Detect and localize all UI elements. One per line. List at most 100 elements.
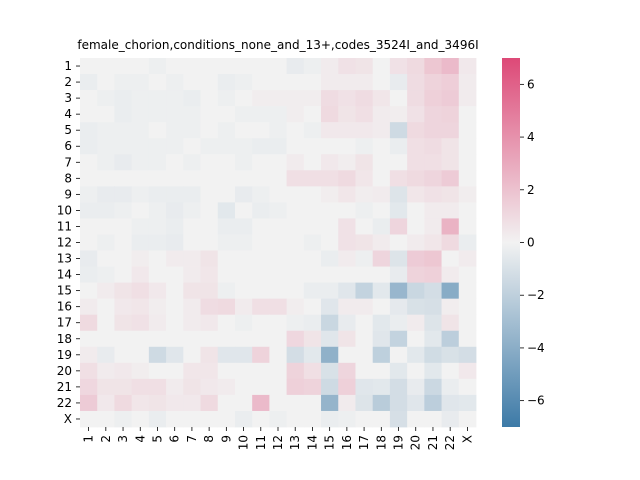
heatmap-cell: [80, 218, 98, 235]
heatmap-cell: [183, 298, 201, 316]
heatmap-cell: [269, 90, 288, 107]
heatmap-cell: [458, 346, 477, 364]
heatmap-cell: [355, 154, 374, 171]
heatmap-cell: [97, 90, 115, 107]
y-tick-label: 16: [57, 300, 72, 314]
heatmap-cell: [217, 170, 236, 187]
heatmap-cell: [217, 234, 236, 251]
heatmap-cell: [131, 330, 150, 348]
heatmap-cell: [458, 298, 477, 316]
heatmap-cell: [97, 378, 115, 396]
heatmap-cell: [166, 266, 184, 284]
heatmap-cell: [372, 106, 391, 123]
heatmap-cell: [114, 202, 133, 219]
heatmap-cell: [407, 282, 425, 300]
heatmap-cell: [389, 138, 408, 155]
heatmap-cell: [200, 170, 219, 187]
heatmap-cell: [303, 330, 322, 348]
heatmap-cell: [303, 74, 322, 91]
heatmap-cell: [183, 186, 201, 203]
heatmap-cell: [389, 362, 408, 380]
heatmap-cell: [355, 378, 374, 396]
heatmap-cell: [131, 218, 150, 235]
heatmap-cell: [97, 186, 115, 203]
heatmap-cell: [217, 362, 236, 380]
heatmap-cell: [234, 314, 253, 332]
heatmap-cell: [355, 234, 374, 251]
y-tick-label: 5: [64, 123, 72, 137]
heatmap-cell: [338, 202, 356, 219]
heatmap-cell: [269, 314, 288, 332]
heatmap-cell: [321, 74, 339, 91]
heatmap-cell: [252, 138, 270, 155]
heatmap-cell: [80, 234, 98, 251]
heatmap-cell: [424, 138, 442, 155]
y-tick-label: 21: [57, 380, 72, 394]
heatmap-cell: [372, 362, 391, 380]
heatmap-cell: [269, 394, 288, 412]
heatmap-cell: [269, 202, 288, 219]
heatmap-cell: [424, 74, 442, 91]
x-tick-label: 5: [150, 435, 164, 443]
colorbar-tick-label: 2: [527, 183, 535, 197]
heatmap-cell: [321, 250, 339, 267]
heatmap-cell: [114, 122, 133, 139]
heatmap-cell: [80, 410, 98, 428]
heatmap-cell: [372, 58, 391, 75]
heatmap-cell: [321, 138, 339, 155]
heatmap-cell: [97, 138, 115, 155]
heatmap-cell: [441, 106, 460, 123]
heatmap-cell: [234, 106, 253, 123]
heatmap-cell: [372, 138, 391, 155]
y-tick-label: 19: [57, 348, 72, 362]
heatmap-cell: [286, 58, 305, 75]
x-tick-label: 3: [116, 435, 130, 443]
heatmap-cell: [372, 122, 391, 139]
heatmap-cell: [321, 394, 339, 412]
heatmap-cell: [424, 362, 442, 380]
heatmap-cell: [338, 346, 356, 364]
heatmap-cell: [217, 138, 236, 155]
heatmap-cell: [458, 202, 477, 219]
heatmap-cell: [97, 330, 115, 348]
heatmap-cell: [252, 346, 270, 364]
x-tick-label: 14: [305, 435, 319, 450]
heatmap-cell: [166, 58, 184, 75]
heatmap-cell: [286, 298, 305, 316]
heatmap-cell: [183, 282, 201, 300]
heatmap-cell: [424, 394, 442, 412]
heatmap-cell: [389, 330, 408, 348]
heatmap-cell: [269, 74, 288, 91]
heatmap-cell: [183, 394, 201, 412]
heatmap-cell: [217, 266, 236, 284]
heatmap-cell: [252, 378, 270, 396]
heatmap-cell: [407, 90, 425, 107]
heatmap-cell: [234, 90, 253, 107]
heatmap-cell: [389, 58, 408, 75]
heatmap-cell: [148, 362, 167, 380]
heatmap-cell: [458, 90, 477, 107]
heatmap-cell: [114, 298, 133, 316]
heatmap-cell: [286, 410, 305, 428]
heatmap-cell: [372, 266, 391, 284]
heatmap-cell: [355, 266, 374, 284]
heatmap-cell: [269, 122, 288, 139]
heatmap-cell: [200, 282, 219, 300]
heatmap-cell: [303, 202, 322, 219]
heatmap-cell: [183, 266, 201, 284]
colorbar-tick-label: 6: [527, 77, 535, 91]
heatmap-cell: [424, 58, 442, 75]
heatmap-cell: [338, 234, 356, 251]
heatmap-cell: [321, 202, 339, 219]
heatmap-cell: [252, 250, 270, 267]
heatmap-cell: [441, 250, 460, 267]
heatmap-cell: [424, 218, 442, 235]
heatmap-cell: [372, 282, 391, 300]
heatmap-cell: [286, 266, 305, 284]
heatmap-cell: [131, 154, 150, 171]
heatmap-cell: [166, 202, 184, 219]
x-tick-label: 13: [288, 435, 302, 450]
heatmap-cell: [321, 346, 339, 364]
heatmap-cell: [286, 282, 305, 300]
